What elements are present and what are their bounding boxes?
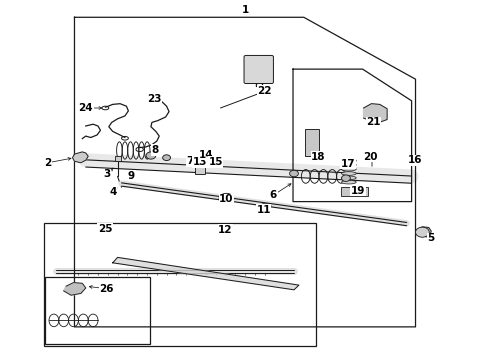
Text: 1: 1	[242, 5, 248, 15]
Polygon shape	[364, 104, 387, 123]
Circle shape	[146, 152, 156, 159]
Text: 7: 7	[186, 156, 194, 166]
FancyBboxPatch shape	[244, 55, 273, 84]
Text: 15: 15	[208, 157, 223, 167]
Ellipse shape	[260, 203, 271, 208]
Text: 8: 8	[151, 145, 158, 155]
Circle shape	[163, 155, 171, 161]
Text: 23: 23	[147, 94, 162, 104]
Polygon shape	[113, 257, 299, 290]
Polygon shape	[73, 152, 88, 163]
Text: 13: 13	[193, 157, 207, 167]
Bar	[195, 161, 205, 174]
Text: 19: 19	[350, 186, 365, 196]
Text: 24: 24	[78, 103, 93, 113]
Text: 22: 22	[257, 86, 272, 96]
Text: 14: 14	[198, 150, 213, 160]
Text: 17: 17	[341, 159, 355, 169]
Text: 18: 18	[311, 152, 326, 162]
Text: 3: 3	[103, 169, 110, 179]
Circle shape	[290, 170, 298, 177]
Ellipse shape	[342, 180, 356, 184]
Bar	[44, 223, 316, 346]
Ellipse shape	[342, 172, 356, 175]
Circle shape	[416, 227, 429, 237]
Text: 6: 6	[270, 190, 277, 200]
Text: 25: 25	[98, 224, 113, 234]
Bar	[341, 187, 368, 196]
Circle shape	[219, 193, 234, 204]
Circle shape	[187, 159, 197, 166]
Ellipse shape	[195, 159, 205, 162]
Text: 10: 10	[219, 194, 234, 204]
Ellipse shape	[342, 167, 356, 171]
Ellipse shape	[342, 176, 356, 180]
Bar	[45, 277, 150, 344]
Text: 21: 21	[366, 117, 381, 127]
Text: 2: 2	[45, 158, 51, 168]
Ellipse shape	[342, 163, 356, 167]
Text: 26: 26	[99, 284, 114, 294]
Bar	[305, 129, 319, 156]
Text: 5: 5	[428, 233, 435, 243]
Text: 4: 4	[109, 186, 117, 197]
Text: 12: 12	[218, 225, 233, 235]
Bar	[115, 156, 121, 161]
Text: 9: 9	[128, 171, 135, 181]
Circle shape	[342, 175, 350, 181]
Text: 16: 16	[408, 155, 423, 165]
Text: 11: 11	[256, 204, 271, 215]
Ellipse shape	[342, 159, 356, 162]
Circle shape	[369, 154, 375, 159]
Polygon shape	[64, 283, 86, 295]
Text: 20: 20	[363, 152, 377, 162]
Polygon shape	[417, 227, 431, 237]
